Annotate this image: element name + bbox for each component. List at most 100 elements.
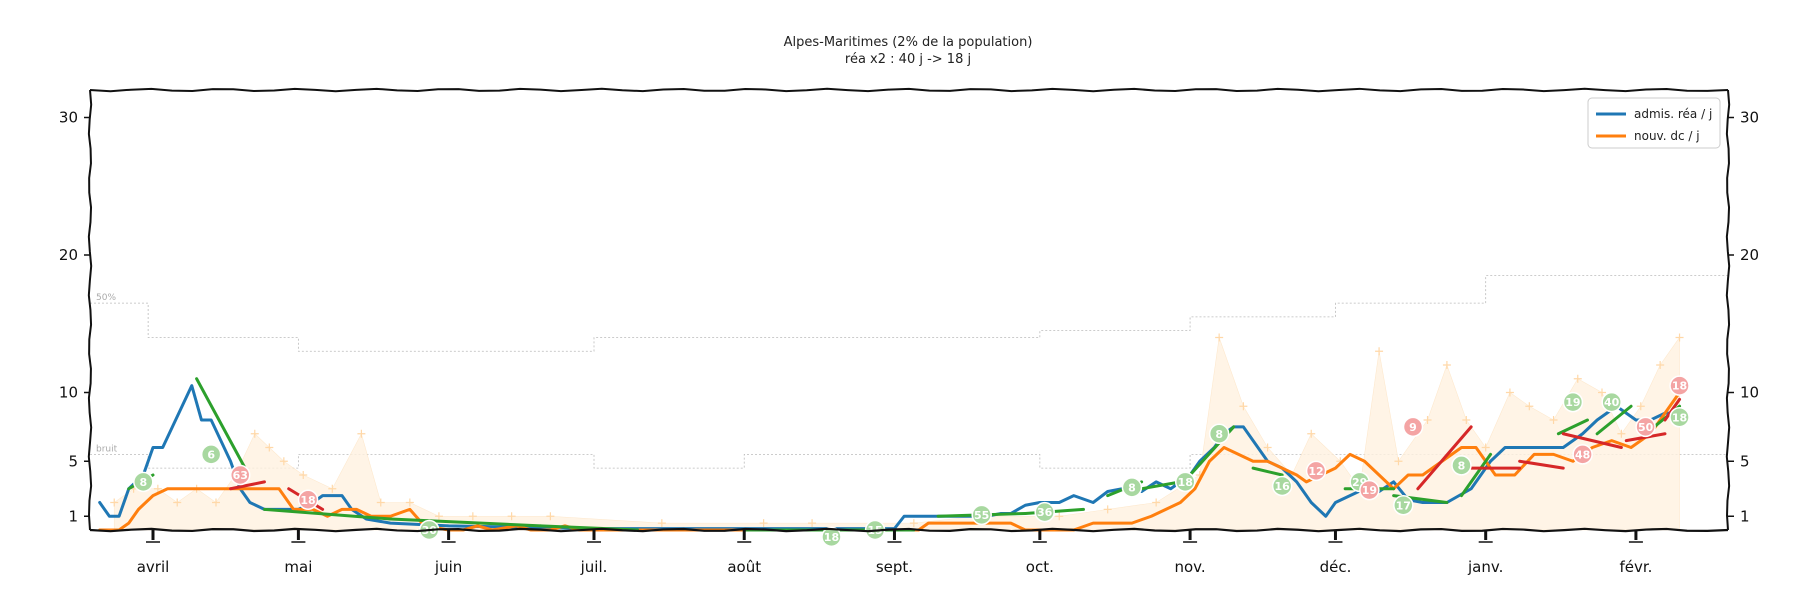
noise-point-25 [1103,505,1112,514]
noise-point-11 [328,484,337,493]
x-tick-label-2: juin [434,558,462,576]
threshold-lines: 50% bruit [90,275,1728,469]
x-tick-label-3: juil. [580,558,608,576]
annotation-bubble-15 [1359,479,1380,501]
noise-point-26 [1152,498,1161,507]
annotation-bubble-24 [1669,375,1690,396]
y-tick-label-right-0: 1 [1740,507,1750,525]
noise-point-29 [1239,402,1248,411]
noise-point-8 [265,443,274,452]
noise-point-49 [1675,333,1684,342]
trend-0-segment-10 [1140,480,1182,491]
annotation-label-15: 19 [1362,484,1377,497]
y-tick-label-left-4: 30 [59,109,78,127]
x-tick-label-5: sept. [876,558,913,576]
annotation-bubble-21 [1601,391,1622,413]
threshold-label-1: bruit [96,444,118,454]
noise-point-44 [1573,374,1582,383]
trend-0-segment-12 [1251,466,1284,477]
legend-label-0: admis. réa / j [1634,107,1712,121]
y-tick-label-left-2: 10 [59,384,78,402]
y-tick-label-left-1: 5 [68,452,78,470]
noise-point-18 [546,512,555,521]
y-tick-label-right-3: 20 [1740,246,1759,264]
annotation-bubble-10 [1174,471,1196,493]
noise-point-19 [657,519,666,528]
noise-point-47 [1636,402,1645,411]
y-tick-label-left-0: 1 [68,507,78,525]
threshold-label-0: 50% [96,293,116,303]
noise-point-15 [434,512,443,521]
y-tick-label-right-2: 10 [1740,384,1759,402]
annotation-bubble-11 [1208,423,1230,444]
annotation-label-1: 6 [207,448,215,461]
noise-point-2 [153,484,162,493]
trend-0-segment-1 [195,377,247,470]
noise-point-46 [1617,429,1626,438]
x-tick-label-8: déc. [1320,558,1352,576]
noise-point-3 [173,498,182,507]
noise-point-9 [279,457,288,466]
noise-point-36 [1394,457,1403,466]
annotation-bubble-1 [200,444,222,465]
trend-1-segment-4 [1518,459,1565,470]
noise-point-5 [212,498,220,507]
noise-point-20 [759,519,768,528]
noise-point-35 [1375,347,1384,356]
noise-point-22 [909,519,918,528]
noise-point-21 [808,519,817,528]
noise-point-32 [1307,429,1316,438]
noise-point-48 [1656,361,1665,369]
noise-point-40 [1481,443,1490,452]
annotation-label-24: 18 [1672,380,1687,393]
y-tick-label-left-3: 20 [59,246,78,264]
annotation-bubble-12 [1271,475,1293,497]
annotation-label-16: 17 [1396,499,1411,512]
annotation-label-20: 48 [1575,448,1590,461]
noise-point-30 [1263,443,1272,452]
noise-point-13 [376,498,385,507]
frame-left [87,89,93,531]
annotation-label-21: 40 [1604,396,1620,409]
noise-point-16 [468,512,477,521]
plot-frame [87,87,1731,533]
x-tick-label-4: août [727,558,761,576]
trend-1-segment-0 [229,480,266,491]
trend-1-segment-2 [1416,425,1473,491]
annotation-label-3: 18 [300,494,315,507]
frame-right [1725,89,1731,531]
frame-top [89,87,1729,93]
annotation-bubble-18 [1451,455,1472,476]
x-tick-label-7: nov. [1174,558,1205,576]
annotation-label-9: 8 [1128,481,1136,494]
noise-point-37 [1423,416,1432,424]
annotation-label-17: 9 [1409,421,1417,434]
noise-point-7 [250,429,259,438]
noise-point-41 [1505,388,1514,397]
annotation-bubble-3 [297,489,319,510]
x-tick-label-10: févr. [1619,558,1652,576]
annotation-bubble-7 [971,504,992,526]
annotation-label-18: 8 [1458,459,1466,472]
legend-label-1: nouv. dc / j [1634,129,1700,143]
annotation-bubble-19 [1562,391,1584,413]
threshold-line-0 [90,275,1728,352]
noise-point-12 [357,429,366,438]
annotation-label-19: 19 [1565,396,1580,409]
noise-point-10 [299,471,308,479]
legend: admis. réa / j nouv. dc / j [1587,97,1721,149]
annotation-label-12: 16 [1274,480,1290,493]
annotation-label-8: 36 [1037,506,1053,519]
annotation-bubble-9 [1121,477,1143,498]
chart-subtitle: réa x2 : 40 j -> 18 j [845,52,971,67]
y-tick-label-right-4: 30 [1740,109,1759,127]
annotation-label-7: 55 [974,509,989,522]
annotation-bubble-16 [1393,495,1414,516]
trend-1-segment-5 [1561,432,1623,449]
annotation-label-2: 63 [233,469,248,482]
annotation-label-5: 18 [824,531,839,544]
annotation-bubble-22 [1635,416,1656,438]
threshold-line-1 [90,453,1728,469]
